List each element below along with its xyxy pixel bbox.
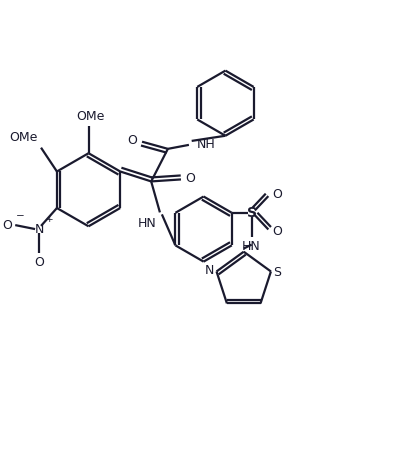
Text: S: S: [247, 206, 257, 220]
Text: −: −: [16, 211, 25, 221]
Text: N: N: [34, 223, 44, 235]
Text: O: O: [186, 172, 195, 185]
Text: N: N: [205, 264, 214, 277]
Text: O: O: [272, 188, 282, 201]
Text: S: S: [273, 266, 281, 279]
Text: O: O: [34, 256, 44, 269]
Text: O: O: [272, 225, 282, 238]
Text: HN: HN: [241, 240, 260, 253]
Text: HN: HN: [138, 217, 157, 230]
Text: O: O: [127, 133, 137, 147]
Text: OMe: OMe: [10, 132, 38, 144]
Text: O: O: [2, 219, 12, 232]
Text: OMe: OMe: [76, 110, 105, 123]
Text: NH: NH: [197, 138, 216, 151]
Text: +: +: [45, 215, 52, 224]
